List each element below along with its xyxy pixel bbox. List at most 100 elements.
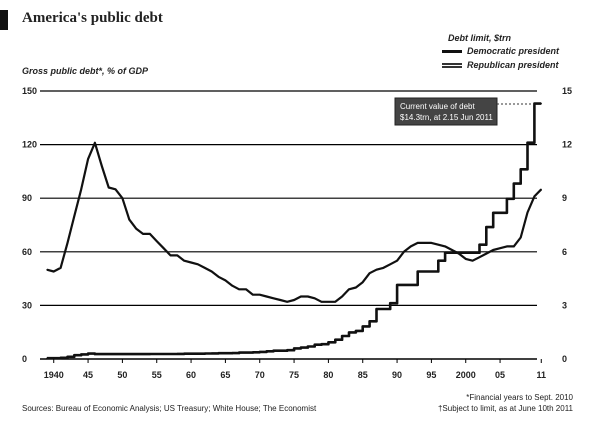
data-point bbox=[314, 297, 316, 299]
footnote-1: *Financial years to Sept. 2010 bbox=[466, 393, 573, 402]
data-point bbox=[279, 299, 281, 301]
left-axis-label: Gross public debt*, % of GDP bbox=[22, 66, 149, 76]
data-point bbox=[197, 353, 199, 355]
x-tick-label: 85 bbox=[358, 370, 368, 380]
source-note: Sources: Bureau of Economic Analysis; US… bbox=[22, 404, 317, 413]
data-point bbox=[478, 256, 481, 258]
data-point bbox=[437, 260, 439, 262]
data-point bbox=[286, 301, 288, 303]
data-point bbox=[238, 288, 240, 290]
y-tick-label-left: 90 bbox=[22, 193, 32, 203]
data-point bbox=[430, 242, 432, 244]
data-point bbox=[396, 284, 398, 286]
x-tick-label: 50 bbox=[117, 370, 127, 380]
footnote-2: †Subject to limit, as at June 10th 2011 bbox=[437, 404, 573, 413]
annotation-line-2: $14.3trn, at 2.15 Jun 2011 bbox=[400, 113, 493, 122]
data-point bbox=[149, 233, 151, 235]
data-point bbox=[197, 263, 199, 265]
data-point bbox=[135, 228, 137, 230]
data-point bbox=[108, 186, 110, 189]
data-point bbox=[444, 245, 446, 247]
y-tick-label-right: 9 bbox=[562, 193, 567, 203]
data-point bbox=[73, 215, 75, 217]
data-point bbox=[87, 353, 89, 355]
data-point bbox=[114, 188, 117, 190]
data-point bbox=[472, 260, 474, 262]
data-point bbox=[293, 299, 295, 301]
y-tick-label-left: 30 bbox=[22, 300, 32, 310]
data-point bbox=[272, 297, 275, 299]
data-point bbox=[533, 195, 536, 197]
data-point bbox=[341, 335, 343, 337]
data-point bbox=[341, 295, 343, 298]
data-point bbox=[478, 244, 481, 246]
data-point bbox=[327, 341, 329, 343]
data-point bbox=[492, 212, 494, 214]
legend-swatch-democratic bbox=[442, 49, 462, 53]
data-point bbox=[540, 103, 542, 105]
data-point bbox=[375, 308, 378, 310]
data-point bbox=[300, 347, 302, 349]
data-point bbox=[526, 211, 529, 214]
data-point bbox=[252, 294, 254, 296]
x-tick-label: 60 bbox=[186, 370, 196, 380]
data-point bbox=[272, 350, 275, 352]
data-point bbox=[293, 347, 295, 349]
annotation-box bbox=[394, 97, 498, 126]
data-point bbox=[211, 270, 213, 273]
data-point bbox=[485, 253, 487, 255]
data-point bbox=[513, 183, 515, 185]
data-point bbox=[369, 272, 371, 274]
data-point bbox=[533, 103, 536, 105]
data-point bbox=[94, 353, 96, 355]
data-point bbox=[80, 188, 82, 190]
data-point bbox=[348, 288, 350, 290]
y-tick-label-left: 120 bbox=[22, 140, 37, 150]
data-point bbox=[53, 270, 55, 273]
y-tick-label-right: 3 bbox=[562, 300, 567, 310]
data-point bbox=[252, 351, 254, 353]
data-point bbox=[540, 188, 542, 190]
data-point bbox=[389, 302, 391, 304]
data-point bbox=[163, 353, 165, 355]
data-point bbox=[94, 142, 96, 144]
data-point bbox=[60, 267, 62, 269]
title-tab bbox=[0, 10, 8, 30]
data-point bbox=[60, 357, 62, 359]
chart-title: America's public debt bbox=[22, 10, 163, 26]
legend-label-democratic: Democratic president bbox=[467, 46, 560, 56]
data-point bbox=[73, 354, 75, 356]
x-tick-label: 2000 bbox=[456, 370, 476, 380]
data-point bbox=[211, 352, 213, 354]
data-point bbox=[334, 301, 336, 303]
legend-item-democratic: Democratic president bbox=[442, 44, 559, 58]
x-tick-label: 90 bbox=[392, 370, 402, 380]
data-point bbox=[66, 242, 69, 244]
y-tick-label-left: 150 bbox=[22, 86, 37, 96]
x-tick-label: 75 bbox=[289, 370, 299, 380]
data-point bbox=[520, 236, 522, 239]
data-point bbox=[259, 351, 261, 353]
y-tick-label-left: 0 bbox=[22, 354, 27, 364]
series-line-debt-gdp bbox=[46, 141, 543, 303]
data-point bbox=[224, 279, 226, 281]
data-point bbox=[355, 286, 357, 289]
series-lines bbox=[46, 102, 543, 360]
data-point bbox=[149, 353, 151, 355]
annotation-line-1: Current value of debt bbox=[400, 102, 475, 111]
legend-label-republican: Republican president bbox=[467, 60, 559, 70]
data-point bbox=[286, 349, 288, 351]
legend: Democratic president Republican presiden… bbox=[442, 44, 559, 72]
data-point bbox=[513, 245, 515, 247]
data-point bbox=[142, 233, 144, 235]
axis-ticks: 0 30 60 90 120 150 0 3 6 9 12 15 1940 45 50 55 60 65 70 75 8… bbox=[22, 86, 572, 380]
x-tick-label: 11 bbox=[537, 370, 547, 380]
data-point bbox=[231, 352, 233, 354]
data-point bbox=[382, 267, 384, 269]
data-point bbox=[87, 158, 89, 160]
x-tick-label: 80 bbox=[323, 370, 333, 380]
data-point bbox=[190, 261, 192, 264]
data-point bbox=[499, 247, 501, 249]
data-point bbox=[348, 331, 350, 333]
data-point bbox=[217, 276, 220, 278]
